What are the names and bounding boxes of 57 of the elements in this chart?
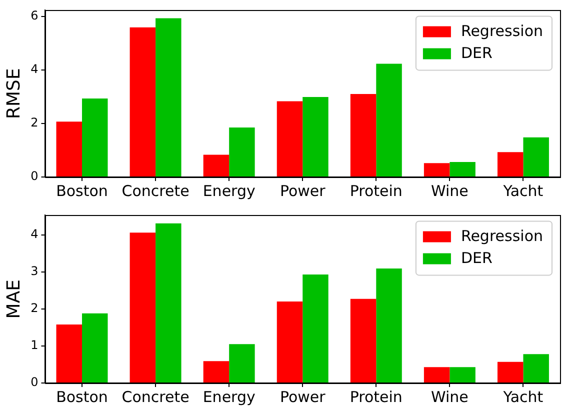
y-axis-title: MAE: [3, 279, 24, 319]
y-tick-label: 1: [30, 338, 38, 352]
x-tick-label: Wine: [430, 388, 468, 406]
x-tick-label: Concrete: [122, 182, 190, 200]
bar: [229, 344, 255, 382]
x-tick-label: Boston: [56, 388, 108, 406]
bar: [203, 154, 230, 176]
bar: [350, 94, 376, 176]
x-tick-label: Concrete: [122, 388, 190, 406]
x-tick-label: Wine: [430, 182, 468, 200]
y-tick-label: 4: [30, 226, 38, 241]
legend-label: Regression: [460, 22, 543, 40]
bar: [424, 163, 450, 176]
bar: [450, 367, 476, 382]
y-tick-label: 0: [30, 375, 38, 390]
bar: [302, 274, 328, 382]
legend-label: DER: [460, 44, 492, 62]
bar: [523, 137, 549, 176]
y-tick-label: 2: [30, 116, 38, 130]
bar: [450, 162, 476, 176]
bar: [350, 298, 376, 382]
x-tick-label: Boston: [56, 182, 108, 200]
bar: [130, 232, 156, 382]
bar: [56, 122, 82, 176]
bar: [229, 127, 255, 176]
bar: [82, 313, 108, 382]
bar: [497, 152, 524, 176]
bar: [56, 324, 82, 382]
legend-label: Regression: [460, 227, 543, 246]
x-tick-label: Protein: [350, 182, 402, 200]
bar: [130, 27, 156, 176]
x-tick-label: Energy: [202, 388, 256, 406]
y-tick-label: 6: [30, 8, 38, 22]
bar: [276, 101, 303, 176]
y-axis-title: RMSE: [3, 68, 24, 120]
bar: [424, 367, 450, 382]
y-tick-label: 0: [30, 169, 38, 184]
y-tick-label: 4: [30, 62, 38, 76]
bar: [376, 64, 402, 176]
bar: [203, 361, 230, 382]
bar: [156, 18, 182, 176]
x-tick-label: Yacht: [502, 182, 544, 200]
bar: [497, 362, 524, 382]
x-tick-label: Yacht: [502, 388, 544, 406]
x-tick-label: Protein: [350, 388, 402, 406]
bar: [302, 96, 328, 176]
x-tick-label: Power: [280, 182, 326, 200]
bar: [523, 354, 549, 382]
bar: [82, 98, 108, 176]
x-tick-label: Energy: [202, 182, 256, 200]
y-tick-label: 3: [30, 264, 38, 278]
x-tick-label: Power: [280, 388, 326, 406]
bar: [276, 302, 303, 382]
legend-label: DER: [460, 249, 492, 268]
bar: [376, 268, 402, 382]
y-tick-label: 2: [30, 301, 38, 316]
bar: [156, 223, 182, 382]
